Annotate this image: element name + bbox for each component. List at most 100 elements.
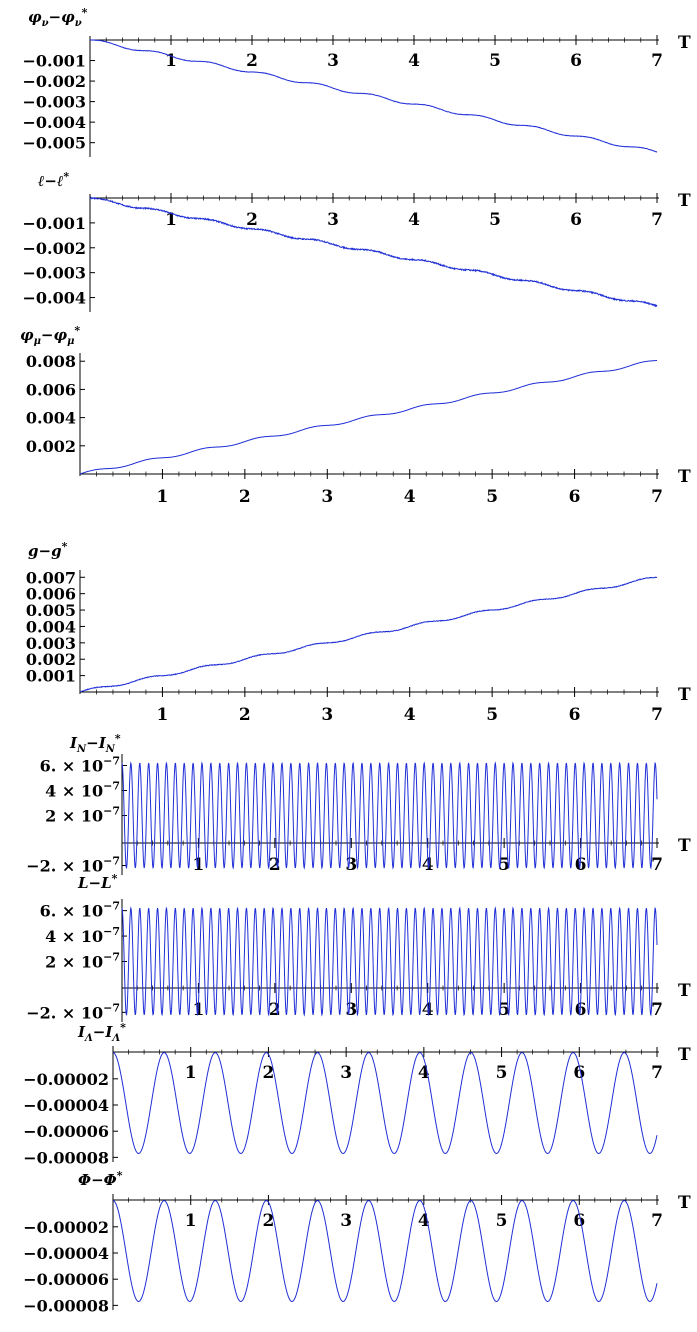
x-tick-label: 2: [269, 1000, 281, 1020]
chart-g: 1 2 3 4 5 6 7 0.0010.0020.0030.0040.0050.0060.0…: [26, 540, 691, 725]
y-axis-label: L−L*: [77, 872, 118, 892]
x-tick-label: 3: [345, 855, 357, 875]
y-tick-label: 4 × 10−7: [45, 925, 120, 946]
series-line: [112, 1200, 658, 1302]
y-tick-label: −0.005: [22, 134, 86, 153]
x-tick-label: 3: [321, 487, 333, 507]
y-tick-label: 2 × 10−7: [45, 951, 120, 972]
x-tick-label: 5: [486, 705, 498, 725]
x-tick-label: 5: [486, 487, 498, 507]
x-tick-label: 6: [573, 1211, 585, 1231]
y-tick-label: −0.001: [22, 52, 86, 71]
chart-L: 1 2 3 4 5 6 76. × 10−74 × 10−72 × 10−7−2. × 10…: [26, 872, 691, 1022]
x-tick-label: 7: [651, 855, 663, 875]
x-tick-label: 1: [157, 487, 169, 507]
y-tick-label: −2. × 10−7: [26, 855, 120, 876]
x-tick-label: 3: [340, 1063, 352, 1083]
y-tick-label: 0.002: [26, 437, 76, 456]
y-tick-label: 0.005: [26, 601, 76, 620]
y-tick-label: −0.001: [22, 214, 86, 233]
x-tick-label: 2: [239, 705, 251, 725]
y-tick-label: 6. × 10−7: [40, 900, 120, 921]
y-tick-label: 0.006: [26, 380, 76, 399]
y-axis-label: g−g*: [28, 540, 68, 560]
y-tick-label: −0.002: [22, 72, 86, 91]
x-axis-label: T: [678, 467, 691, 487]
x-tick-label: 4: [418, 1211, 430, 1231]
series-line: [89, 196, 658, 308]
x-tick-label: 2: [246, 210, 258, 230]
x-axis-label: T: [678, 1193, 691, 1213]
y-tick-label: −0.00006: [23, 1122, 109, 1141]
y-tick-label: −0.00002: [23, 1070, 109, 1089]
chart-phi-mu: 1 2 3 4 5 6 7 0.002 0.004 0.006 0.008 φμ−φμ* T: [20, 324, 691, 507]
y-axis-label: IN−IN*: [69, 732, 121, 755]
x-tick-label: 4: [408, 51, 420, 71]
series-line: [89, 39, 658, 153]
y-tick-label: −0.004: [22, 113, 86, 132]
x-tick-label: 1: [165, 210, 177, 230]
x-tick-label: 5: [496, 1211, 508, 1231]
x-axis-label: T: [678, 1045, 691, 1065]
x-tick-label: 4: [404, 487, 416, 507]
x-axis-label: T: [678, 981, 691, 1001]
x-tick-label: 6: [570, 51, 582, 71]
x-tick-label: 2: [269, 855, 281, 875]
x-tick-label: 7: [651, 1000, 663, 1020]
x-tick-label: 6: [569, 705, 581, 725]
x-tick-label: 7: [651, 51, 663, 71]
series-line: [79, 360, 657, 475]
y-axis-label: φν−φν*: [28, 6, 88, 29]
x-tick-label: 7: [651, 705, 663, 725]
x-tick-label: 7: [651, 1211, 663, 1231]
x-tick-label: 1: [185, 1063, 197, 1083]
x-tick-label: 6: [569, 487, 581, 507]
y-tick-label: 0.002: [26, 650, 76, 669]
series-line: [79, 576, 658, 693]
x-tick-label: 7: [651, 487, 663, 507]
y-tick-label: −0.00008: [23, 1148, 109, 1167]
y-tick-label: 0.006: [26, 585, 76, 604]
series-line: [112, 1052, 658, 1154]
x-tick-label: 6: [573, 1063, 585, 1083]
x-axis-label: T: [678, 836, 691, 856]
x-axis-label: T: [678, 191, 691, 211]
x-tick-label: 7: [651, 1063, 663, 1083]
x-tick-label: 7: [651, 210, 663, 230]
y-axis-label: ℓ−ℓ*: [38, 170, 69, 190]
x-tick-label: 3: [327, 51, 339, 71]
x-tick-label: 3: [327, 210, 339, 230]
y-tick-label: 0.007: [26, 568, 76, 587]
x-tick-label: 5: [498, 1000, 510, 1020]
y-tick-label: −0.003: [22, 93, 86, 112]
y-tick-label: −0.003: [22, 264, 86, 283]
x-tick-label: 2: [263, 1063, 275, 1083]
x-tick-label: 2: [239, 487, 251, 507]
y-tick-label: −0.002: [22, 239, 86, 258]
x-tick-label: 2: [263, 1211, 275, 1231]
y-tick-label: 0.003: [26, 634, 76, 653]
x-tick-label: 4: [418, 1063, 430, 1083]
x-tick-label: 5: [489, 51, 501, 71]
x-tick-label: 4: [408, 210, 420, 230]
y-axis-label: IΛ−IΛ*: [77, 1021, 126, 1044]
y-axis-label: φμ−φμ*: [20, 324, 80, 347]
x-axis-label: T: [678, 685, 691, 705]
y-tick-label: 6. × 10−7: [40, 755, 120, 776]
x-tick-label: 3: [321, 705, 333, 725]
x-tick-label: 5: [496, 1063, 508, 1083]
y-tick-label: 2 × 10−7: [45, 805, 120, 826]
chart-ell: 1 2 3 4 5 6 7 −0.001 −0.002 −0.003 −0.004 ℓ−ℓ* T: [22, 170, 691, 312]
x-tick-label: 6: [570, 210, 582, 230]
x-tick-label: 2: [246, 51, 258, 71]
y-tick-label: 0.004: [26, 617, 76, 636]
x-tick-label: 3: [340, 1211, 352, 1231]
x-tick-label: 1: [185, 1211, 197, 1231]
series-line: [121, 906, 658, 1017]
x-tick-label: 1: [165, 51, 177, 71]
y-tick-label: −0.00006: [23, 1270, 109, 1289]
y-tick-label: −0.00008: [23, 1296, 109, 1315]
x-tick-label: 5: [489, 210, 501, 230]
